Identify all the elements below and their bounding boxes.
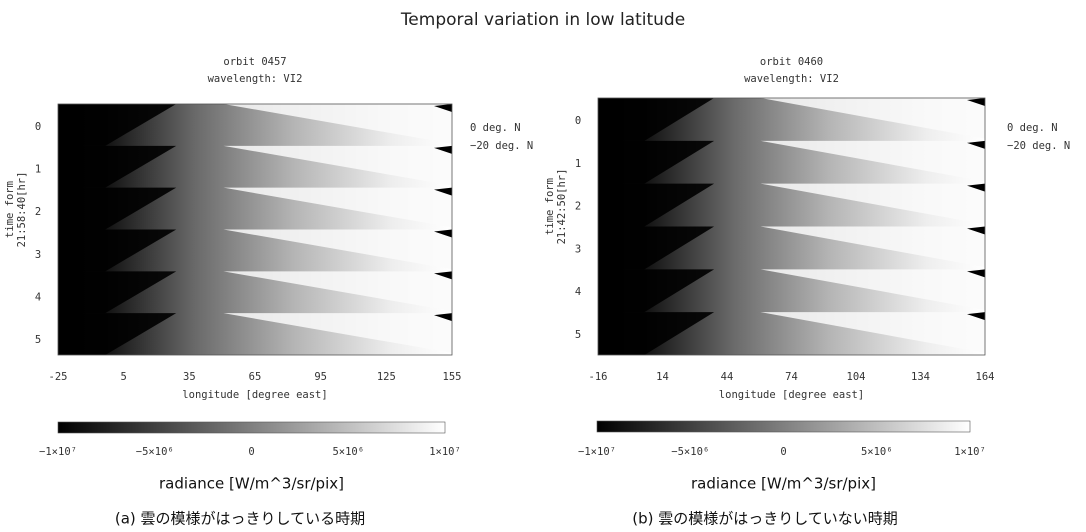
- colorbar-tick-label: −1×10⁷: [578, 446, 616, 458]
- x-tick-label: -25: [49, 371, 68, 383]
- colorbar-tick-label: −1×10⁷: [39, 446, 77, 458]
- image-strip-dark: [598, 140, 715, 184]
- y-tick-label: 0: [575, 115, 581, 127]
- image-strip-dark: [58, 187, 177, 230]
- y-axis-label: 21:58:40[hr]: [16, 172, 28, 248]
- image-strip-dark: [58, 313, 177, 355]
- image-strip-bright: [760, 183, 985, 225]
- image-strip-bright: [223, 229, 452, 270]
- colorbar-tick-label: −5×10⁶: [671, 446, 709, 458]
- colorbar: [596, 420, 971, 433]
- image-strip-edge: [434, 271, 452, 280]
- x-axis-label: longitude [degree east]: [719, 389, 864, 401]
- x-tick-label: 164: [976, 371, 995, 383]
- x-tick-label: 134: [911, 371, 930, 383]
- image-strip-dark: [598, 226, 715, 270]
- legend-text: 0 deg. N: [470, 122, 521, 134]
- image-strip-dark: [58, 271, 177, 314]
- y-axis-label: time form: [4, 181, 16, 238]
- image-strip-dark: [58, 145, 177, 188]
- x-tick-label: 95: [314, 371, 327, 383]
- x-axis-label: longitude [degree east]: [182, 389, 327, 401]
- y-tick-label: 5: [575, 329, 581, 341]
- image-frame: [597, 97, 986, 356]
- y-tick-label: 3: [35, 249, 41, 261]
- colorbar-tick-label: 1×10⁷: [954, 446, 986, 458]
- x-tick-label: 155: [443, 371, 462, 383]
- image-strip-bright: [760, 140, 985, 182]
- x-tick-label: 35: [183, 371, 196, 383]
- caption: (a) 雲の模様がはっきりしている時期: [115, 510, 365, 528]
- colorbar-tick-label: 5×10⁶: [861, 446, 893, 458]
- legend-text: −20 deg. N: [1007, 140, 1070, 152]
- panel-subtitle: wavelength: VI2: [744, 73, 839, 85]
- image-strip-edge: [967, 269, 985, 278]
- image-strip-edge: [967, 312, 985, 321]
- image-strip-dark: [598, 269, 715, 313]
- panel-title: orbit 0460: [760, 56, 823, 68]
- y-axis-label: time form: [544, 178, 556, 235]
- image-strip-bright: [760, 312, 985, 353]
- image-strip-bright: [223, 104, 452, 144]
- image-strip-edge: [434, 104, 452, 112]
- y-tick-label: 0: [35, 121, 41, 133]
- x-tick-label: 104: [847, 371, 866, 383]
- image-strip-edge: [967, 98, 985, 106]
- x-tick-label: 44: [721, 371, 734, 383]
- colorbar-tick-label: 0: [248, 446, 254, 458]
- x-tick-label: -16: [589, 371, 608, 383]
- image-strip-bright: [223, 187, 452, 228]
- image-strip-bright: [760, 226, 985, 268]
- legend-text: −20 deg. N: [470, 140, 533, 152]
- y-tick-label: 1: [35, 164, 41, 176]
- image-strip-dark: [58, 229, 177, 272]
- y-tick-label: 4: [575, 286, 581, 298]
- colorbar-tick-label: 0: [780, 446, 786, 458]
- colorbar-tick-label: 1×10⁷: [429, 446, 461, 458]
- image-strip-edge: [967, 183, 985, 192]
- image-strip-dark: [598, 183, 715, 227]
- x-tick-label: 65: [249, 371, 262, 383]
- legend-text: 0 deg. N: [1007, 122, 1058, 134]
- x-tick-label: 14: [656, 371, 669, 383]
- panel-title: orbit 0457: [223, 56, 286, 68]
- image-strip-bright: [223, 313, 452, 353]
- caption: (b) 雲の模様がはっきりしていない時期: [632, 510, 898, 528]
- image-strip-edge: [434, 187, 452, 196]
- figure-title: Temporal variation in low latitude: [400, 10, 685, 30]
- colorbar: [57, 421, 446, 434]
- y-axis-label: 21:42:50[hr]: [556, 169, 568, 245]
- image-strip-bright: [760, 98, 985, 139]
- colorbar-tick-label: −5×10⁶: [136, 446, 174, 458]
- y-tick-label: 5: [35, 334, 41, 346]
- image-strip-dark: [598, 98, 715, 141]
- colorbar-tick-label: 5×10⁶: [332, 446, 364, 458]
- image-strip-dark: [58, 104, 177, 146]
- colorbar-label: radiance [W/m^3/sr/pix]: [691, 475, 876, 493]
- colorbar-label: radiance [W/m^3/sr/pix]: [159, 475, 344, 493]
- image-strip-edge: [967, 140, 985, 149]
- image-strip-bright: [760, 269, 985, 311]
- image-strip-edge: [434, 313, 452, 322]
- image-strip-edge: [434, 145, 452, 154]
- image-strip-edge: [967, 226, 985, 235]
- y-tick-label: 1: [575, 158, 581, 170]
- image-strip-bright: [223, 145, 452, 186]
- x-tick-label: 5: [121, 371, 127, 383]
- y-tick-label: 2: [35, 206, 41, 218]
- image-strip-edge: [434, 229, 452, 238]
- y-tick-label: 4: [35, 291, 41, 303]
- panel-subtitle: wavelength: VI2: [208, 73, 303, 85]
- image-frame: [57, 103, 453, 356]
- image-strip-dark: [598, 312, 715, 355]
- image-strip-bright: [223, 271, 452, 312]
- y-tick-label: 3: [575, 243, 581, 255]
- x-tick-label: 74: [785, 371, 798, 383]
- y-tick-label: 2: [575, 201, 581, 213]
- x-tick-label: 125: [377, 371, 396, 383]
